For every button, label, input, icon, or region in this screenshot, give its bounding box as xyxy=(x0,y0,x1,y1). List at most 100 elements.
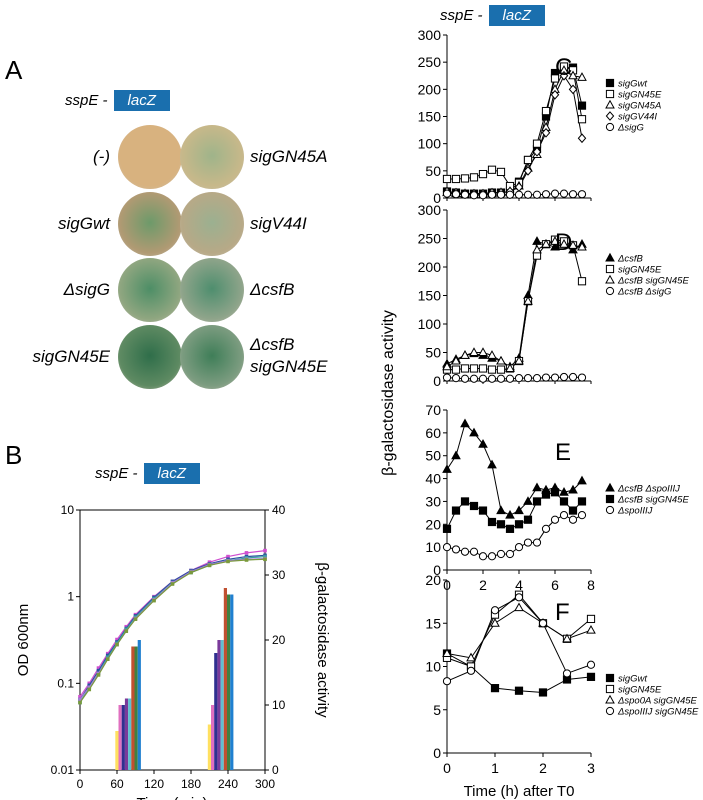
y-axis-label: OD 600nm xyxy=(15,604,32,677)
y-tick-label: 100 xyxy=(418,136,442,152)
point-square xyxy=(605,89,615,99)
legend-label: ΔcsfB ΔsigG xyxy=(617,287,671,298)
point-square xyxy=(469,364,479,373)
plate-label-left: ΔsigG xyxy=(63,280,110,299)
point-triangle xyxy=(478,439,488,448)
point-triangle xyxy=(532,244,542,254)
series-line xyxy=(446,240,583,370)
x-tick-label: 1 xyxy=(491,760,499,776)
legend-label: ΔspoIIIJ sigGN45E xyxy=(617,707,699,718)
od-point xyxy=(152,598,156,603)
point-circle xyxy=(478,552,488,561)
point-circle xyxy=(460,547,470,556)
od-point xyxy=(115,642,119,647)
y-tick-label: 0 xyxy=(433,190,441,206)
point-square xyxy=(586,614,596,624)
point-circle xyxy=(550,373,560,382)
legend-label: Δspo0A sigGN45E xyxy=(617,696,698,707)
panel-letter: D xyxy=(555,229,572,256)
point-square xyxy=(577,115,587,124)
point-square xyxy=(605,78,615,88)
point-square xyxy=(577,101,587,110)
series-line xyxy=(446,376,583,380)
y-tick-label: 10 xyxy=(425,539,441,555)
point-circle xyxy=(442,373,452,382)
y-tick-label: 10 xyxy=(61,503,75,517)
bar xyxy=(121,705,125,770)
x-tick-label: 60 xyxy=(110,777,124,791)
series-line xyxy=(446,491,583,530)
point-triangle xyxy=(532,236,542,245)
panels-c-f-charts: 050100150200250300CsigGwtsigGN45EsigGN45… xyxy=(380,27,699,800)
bar xyxy=(214,653,218,770)
point-diamond xyxy=(541,127,551,138)
point-square xyxy=(451,365,461,374)
point-square xyxy=(586,672,596,681)
point-circle xyxy=(514,543,524,552)
point-square xyxy=(487,365,497,374)
point-diamond xyxy=(605,111,615,121)
od-point xyxy=(96,673,101,677)
point-square xyxy=(487,165,497,174)
legend-label: ΔcsfB sigGN45E xyxy=(617,495,689,506)
point-square xyxy=(487,517,497,527)
point-circle xyxy=(605,122,615,132)
od-point xyxy=(87,685,92,690)
x-tick-label: 8 xyxy=(587,577,595,593)
point-diamond xyxy=(559,70,569,81)
y-tick-label: 250 xyxy=(418,231,442,247)
point-square xyxy=(523,155,533,165)
point-diamond xyxy=(532,146,542,157)
point-triangle xyxy=(487,459,497,469)
point-circle xyxy=(523,374,533,383)
y2-tick-label: 30 xyxy=(272,568,286,582)
y-tick-label: 5 xyxy=(433,702,441,718)
y-tick-label: 300 xyxy=(418,27,442,43)
point-circle xyxy=(550,189,560,198)
od-point xyxy=(78,700,82,705)
point-square xyxy=(469,173,479,182)
point-triangle xyxy=(577,72,587,81)
point-circle xyxy=(490,606,500,615)
y2-tick-label: 10 xyxy=(272,698,286,712)
legend-label: sigGN45A xyxy=(618,101,661,112)
plate-label-left: sigGN45E xyxy=(32,347,110,366)
point-circle xyxy=(577,190,587,199)
od-point xyxy=(124,629,129,633)
point-triangle xyxy=(605,252,615,262)
y-tick-label: 30 xyxy=(425,493,441,509)
legend-label: ΔcsfB sigGN45E xyxy=(617,276,689,287)
point-square xyxy=(490,684,500,693)
plate-label-left: sigGwt xyxy=(58,214,110,233)
y-tick-label: 20 xyxy=(425,516,441,532)
point-square xyxy=(442,524,452,533)
point-circle xyxy=(514,374,524,383)
od-point xyxy=(96,668,101,673)
y2-tick-label: 20 xyxy=(272,633,286,647)
point-circle xyxy=(496,190,506,199)
plate-label-left: (-) xyxy=(93,147,110,166)
y-tick-label: 10 xyxy=(425,659,441,675)
point-triangle xyxy=(451,355,461,365)
x-tick-label: 0 xyxy=(77,777,84,791)
y-tick-label: 200 xyxy=(418,81,442,97)
y-tick-label: 60 xyxy=(425,425,441,441)
point-circle xyxy=(605,505,615,515)
bar xyxy=(211,705,215,770)
x-tick-label: 180 xyxy=(181,777,201,791)
point-triangle xyxy=(514,355,524,365)
od-point xyxy=(87,683,92,688)
point-triangle xyxy=(490,618,500,627)
point-square xyxy=(460,497,470,506)
plate-label-right: sigV44I xyxy=(250,214,307,233)
point-circle xyxy=(451,545,461,554)
point-square xyxy=(478,169,488,179)
point-triangle xyxy=(514,602,524,612)
point-circle xyxy=(559,511,569,520)
point-circle xyxy=(514,593,524,602)
point-circle xyxy=(466,666,476,675)
point-circle xyxy=(478,374,488,383)
panel-letter: C xyxy=(555,54,572,81)
point-diamond xyxy=(577,133,587,144)
bar xyxy=(227,594,231,770)
